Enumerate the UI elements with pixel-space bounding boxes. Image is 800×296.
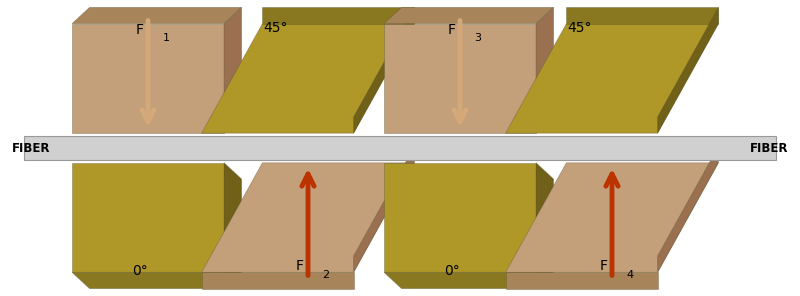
Polygon shape	[202, 272, 354, 289]
Polygon shape	[506, 24, 718, 133]
Polygon shape	[384, 7, 554, 24]
Polygon shape	[384, 272, 554, 289]
Text: 45°: 45°	[568, 21, 592, 35]
Text: FIBER: FIBER	[12, 141, 50, 155]
Polygon shape	[202, 163, 414, 272]
Text: FIBER: FIBER	[750, 141, 788, 155]
Polygon shape	[224, 163, 242, 289]
FancyBboxPatch shape	[24, 136, 776, 160]
Text: F: F	[600, 259, 608, 274]
Text: F: F	[136, 22, 144, 37]
Polygon shape	[384, 24, 536, 133]
Polygon shape	[72, 163, 224, 272]
Polygon shape	[262, 7, 414, 24]
Polygon shape	[384, 163, 536, 272]
Polygon shape	[658, 147, 718, 272]
Polygon shape	[72, 272, 242, 289]
Polygon shape	[354, 147, 414, 272]
Text: 0°: 0°	[444, 264, 460, 278]
Polygon shape	[658, 7, 718, 133]
Text: F: F	[296, 259, 304, 274]
Text: 0°: 0°	[132, 264, 148, 278]
Polygon shape	[202, 24, 414, 133]
Polygon shape	[354, 7, 414, 133]
Polygon shape	[536, 163, 554, 289]
Polygon shape	[566, 7, 718, 24]
Polygon shape	[506, 272, 658, 289]
Polygon shape	[72, 24, 224, 133]
Polygon shape	[72, 7, 242, 24]
Polygon shape	[224, 7, 242, 133]
Text: F: F	[448, 22, 456, 37]
Polygon shape	[536, 7, 554, 133]
Text: 3: 3	[474, 33, 482, 44]
Text: 1: 1	[162, 33, 170, 44]
Polygon shape	[506, 163, 718, 272]
Text: 45°: 45°	[264, 21, 288, 35]
Text: 4: 4	[626, 270, 634, 280]
Text: 2: 2	[322, 270, 330, 280]
